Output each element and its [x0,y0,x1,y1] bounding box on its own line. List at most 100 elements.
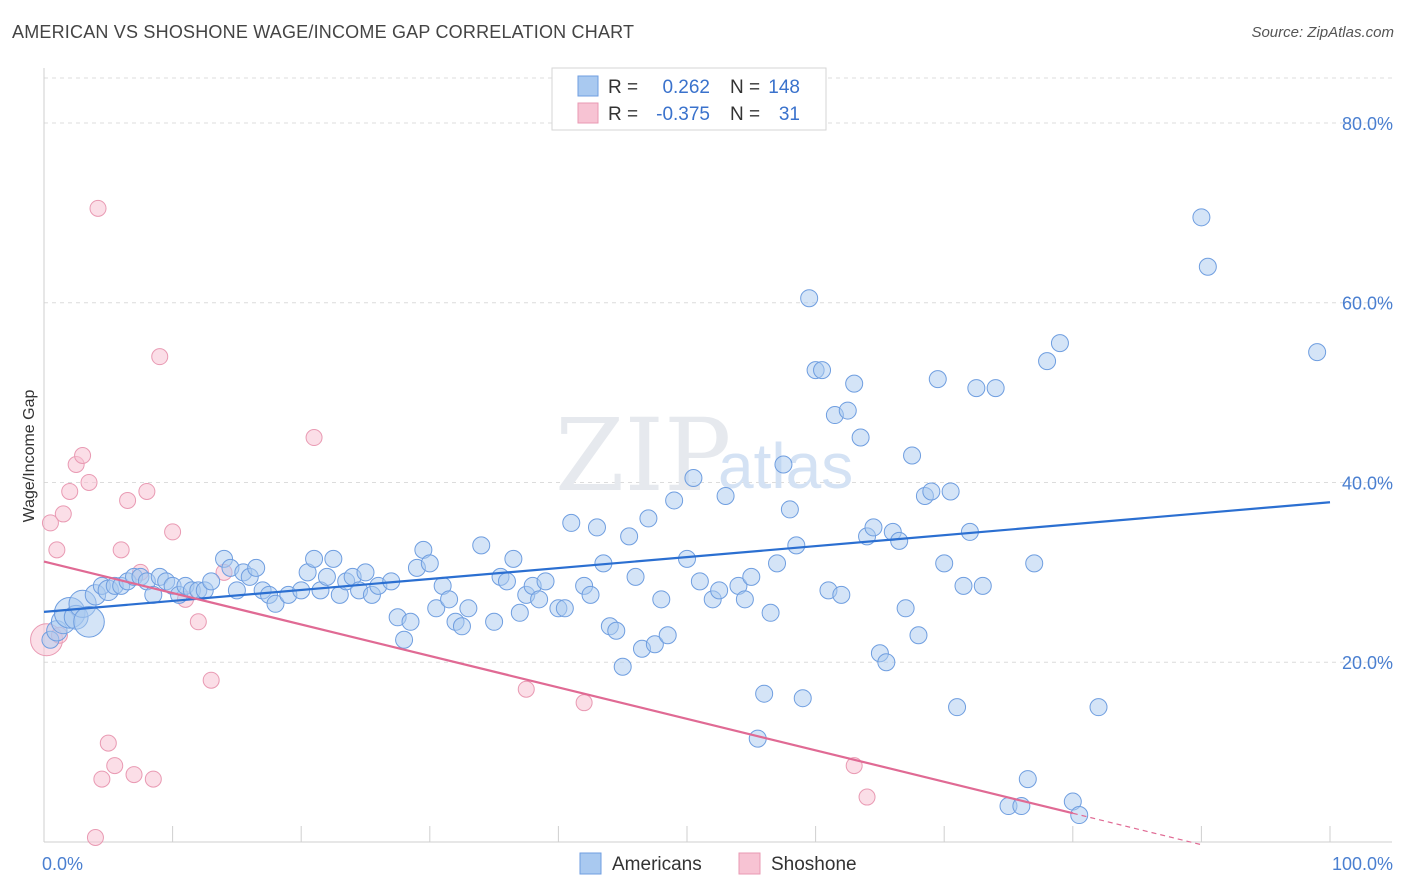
americans-point-103 [774,455,793,474]
series-shoshone-points [30,199,876,847]
shoshone-point-3 [54,505,72,523]
americans-point-87 [652,590,671,609]
americans-point-144 [1089,698,1108,717]
americans-point-106 [793,689,812,708]
legend-americans-swatch [577,75,599,97]
americans-point-74 [562,513,581,532]
americans-point-89 [665,491,684,510]
americans-point-138 [1018,770,1037,789]
americans-point-55 [420,554,439,573]
americans-point-77 [587,518,606,537]
americans-point-129 [941,482,960,501]
americans-point-81 [613,657,632,676]
americans-point-98 [742,567,761,586]
americans-point-80 [607,621,626,640]
americans-point-121 [890,531,909,550]
americans-point-38 [305,549,324,568]
shoshone-point-27 [575,694,593,712]
americans-point-147 [1308,343,1327,362]
shoshone-point-9 [93,770,111,788]
legend-n-label: N = [730,77,760,98]
series-americans-points [41,208,1327,825]
shoshone-point-11 [106,757,124,775]
americans-point-122 [896,599,915,618]
x-tick-labels: 0.0% 100.0% [42,854,1393,874]
shoshone-point-14 [125,766,143,784]
x-tick-label-end: 100.0% [1332,854,1393,874]
americans-point-101 [761,603,780,622]
americans-point-31 [247,558,266,577]
americans-point-115 [851,428,870,447]
americans-point-95 [716,486,735,505]
americans-point-52 [401,612,420,631]
bottom-legend-americans-label: Americans [612,854,702,875]
americans-point-139 [1025,554,1044,573]
americans-point-62 [472,536,491,555]
legend-r-label-2: R = [608,104,638,125]
americans-point-46 [356,563,375,582]
americans-point-41 [324,549,343,568]
americans-point-73 [555,599,574,618]
y-tick-label-3: 80.0% [1342,114,1393,134]
series-legend: Americans Shoshone [579,852,857,875]
americans-point-86 [645,635,664,654]
watermark: ZIP atlas [555,397,853,514]
legend-shoshone-r: -0.375 [656,104,710,125]
americans-point-65 [497,572,516,591]
americans-point-56 [427,599,446,618]
shoshone-point-1 [41,514,59,532]
americans-point-92 [690,572,709,591]
axes [43,68,1392,843]
x-tick-label-start: 0.0% [42,854,83,874]
americans-point-114 [845,374,864,393]
y-tick-label-1: 40.0% [1342,473,1393,493]
americans-point-109 [813,361,832,380]
legend-shoshone-n: 31 [779,104,800,125]
americans-point-128 [935,554,954,573]
americans-point-91 [684,468,703,487]
americans-point-146 [1198,257,1217,276]
shoshone-point-6 [74,447,92,465]
americans-point-102 [768,554,787,573]
americans-point-6 [73,605,105,638]
shoshone-point-19 [164,523,182,541]
shoshone-regression-line [43,560,1074,815]
americans-point-71 [536,572,555,591]
bottom-legend-shoshone-swatch [738,852,761,875]
americans-point-94 [710,581,729,600]
americans-point-135 [986,379,1005,398]
legend-americans-n: 148 [768,77,800,98]
americans-point-104 [780,500,799,519]
americans-point-117 [864,518,883,537]
americans-regression-line [43,501,1331,613]
americans-point-67 [510,603,529,622]
americans-point-85 [639,509,658,528]
legend-r-label: R = [608,77,638,98]
chart-source: Source: ZipAtlas.com [1251,24,1394,41]
shoshone-point-24 [89,199,107,217]
americans-point-105 [787,536,806,555]
americans-point-130 [948,698,967,717]
americans-point-82 [620,527,639,546]
americans-point-88 [658,626,677,645]
americans-point-63 [485,612,504,631]
y-tick-label-2: 60.0% [1342,294,1393,314]
americans-point-60 [452,617,471,636]
shoshone-point-18 [151,348,169,366]
shoshone-point-4 [61,482,79,500]
watermark-zip: ZIP [555,397,731,514]
americans-point-76 [581,585,600,604]
legend-shoshone-swatch [577,102,599,124]
americans-point-107 [800,289,819,308]
shoshone-point-22 [202,671,220,689]
americans-point-126 [922,482,941,501]
shoshone-point-29 [858,788,876,806]
americans-point-25 [202,572,221,591]
shoshone-regression-extension [1072,812,1202,846]
americans-point-134 [973,576,992,595]
y-tick-labels: 20.0% 40.0% 60.0% 80.0% [1342,114,1393,673]
shoshone-point-10 [99,734,117,752]
chart-title: AMERICAN VS SHOSHONE WAGE/INCOME GAP COR… [12,22,635,42]
legend-americans-r: 0.262 [662,77,710,98]
